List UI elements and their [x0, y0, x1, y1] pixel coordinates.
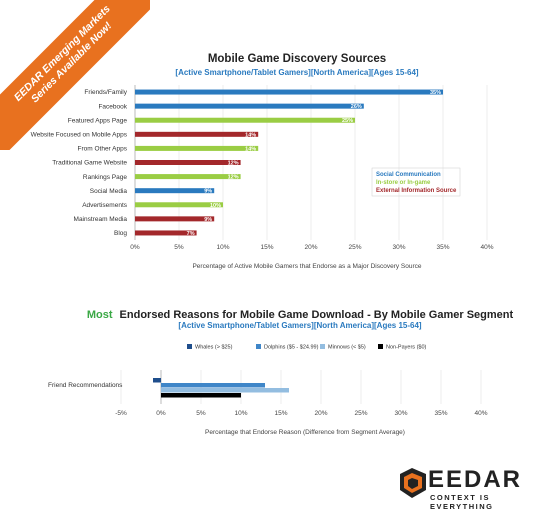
chart1-category-label: Mainstream Media [74, 216, 128, 223]
chart1-category-label: Social Media [90, 188, 128, 195]
chart1-category-label: Website Focused on Mobile Apps [31, 132, 128, 139]
chart2-title: Most Endorsed Reasons for Mobile Game Do… [87, 309, 514, 321]
chart2-bar [153, 378, 161, 383]
chart1-bar [135, 117, 355, 123]
chart1-data-label: 35% [430, 90, 441, 96]
chart1-category-label: Friends/Family [84, 89, 127, 96]
download-reasons-chart: Most Endorsed Reasons for Mobile Game Do… [48, 309, 514, 436]
chart1-category-label: From Other Apps [78, 146, 128, 153]
chart1-xtick: 5% [174, 244, 184, 251]
chart2-legend-swatch [320, 344, 325, 349]
chart1-bar [135, 216, 215, 222]
chart1-data-label: 10% [210, 203, 221, 209]
chart1-bar [135, 174, 241, 180]
chart2-xtick: 40% [474, 410, 487, 417]
chart2-legend-label: Minnows (< $5) [328, 345, 366, 351]
chart1-data-label: 9% [204, 217, 212, 223]
legend-instore: In-store or In-game [376, 180, 431, 186]
chart1-xtick: 35% [436, 244, 449, 251]
chart2-xtick: 35% [434, 410, 447, 417]
legend-social: Social Communication [376, 172, 441, 178]
chart2-xlabel: Percentage that Endorse Reason (Differen… [205, 429, 405, 436]
chart1-bar [135, 131, 259, 137]
chart2-legend: Whales (> $25) Dolphins ($5 - $24.99) Minn… [187, 344, 427, 351]
chart1-xtick: 15% [260, 244, 273, 251]
chart2-legend-swatch [256, 344, 261, 349]
chart1-bar [135, 145, 259, 151]
logo-wordmark: EEDAR [428, 466, 523, 493]
chart2-xtick: -5% [115, 410, 127, 417]
chart1-category-label: Rankings Page [83, 174, 127, 181]
chart1-bar [135, 188, 215, 194]
chart1-xtick: 10% [216, 244, 229, 251]
chart1-xtick: 40% [480, 244, 493, 251]
chart1-data-label: 9% [204, 189, 212, 195]
chart1-legend: Social Communication In-store or In-game… [371, 167, 461, 197]
chart1-subtitle: [Active Smartphone/Tablet Gamers][North … [175, 68, 419, 77]
chart1-data-label: 25% [342, 118, 353, 124]
chart2-category: Friend Recommendations [48, 382, 123, 389]
chart2-bar [161, 383, 265, 388]
discovery-sources-chart: Mobile Game Discovery Sources [Active Sm… [31, 53, 494, 270]
chart2-xtick: 0% [156, 410, 166, 417]
chart2-bar [161, 388, 289, 393]
chart1-category-label: Facebook [98, 103, 127, 110]
chart2-bar [161, 393, 241, 398]
chart2-xtick: 5% [196, 410, 206, 417]
chart1-xlabel: Percentage of Active Mobile Gamers that … [192, 263, 421, 270]
chart1-category-label: Blog [114, 230, 127, 237]
chart2-legend-swatch [378, 344, 383, 349]
chart1-data-label: 12% [228, 161, 239, 167]
logo-tagline: CONTEXT IS EVERYTHING [430, 493, 494, 511]
chart2-xtick: 15% [274, 410, 287, 417]
eedar-logo-mark-icon [400, 468, 426, 498]
chart1-xtick: 20% [304, 244, 317, 251]
chart1-bar [135, 160, 241, 165]
chart2-xtick: 10% [234, 410, 247, 417]
chart2-legend-label: Dolphins ($5 - $24.99) [264, 345, 319, 351]
chart1-bar [135, 89, 443, 95]
chart1-data-label: 14% [245, 146, 256, 152]
chart2-title-rest: Endorsed Reasons for Mobile Game Downloa… [120, 309, 514, 321]
chart1-category-label: Traditional Game Website [52, 160, 127, 167]
chart1-legend-box [371, 167, 461, 197]
chart2-subtitle: [Active Smartphone/Tablet Gamers][North … [178, 321, 422, 330]
chart1-category-label: Featured Apps Page [68, 117, 128, 124]
chart1-data-label: 26% [351, 104, 362, 110]
chart1-data-label: 7% [187, 231, 195, 237]
chart2-xtick: 30% [394, 410, 407, 417]
chart2-title-most: Most [87, 309, 113, 321]
chart1-bar [135, 103, 364, 109]
chart1-xtick: 25% [348, 244, 361, 251]
eedar-logo[interactable]: EEDAR CONTEXT IS EVERYTHING [398, 466, 538, 511]
chart2-legend-label: Whales (> $25) [195, 345, 233, 351]
legend-external: External Information Source [376, 188, 457, 194]
chart1-title: Mobile Game Discovery Sources [208, 53, 386, 65]
chart1-category-label: Advertisements [82, 202, 128, 209]
chart1-bar [135, 202, 223, 208]
chart2-xtick: 20% [314, 410, 327, 417]
chart1-bar [135, 230, 197, 236]
chart2-xtick: 25% [354, 410, 367, 417]
chart1-xtick: 30% [392, 244, 405, 251]
chart2-legend-swatch [187, 344, 192, 349]
chart2-legend-label: Non-Payers ($0) [386, 345, 427, 351]
chart1-data-label: 12% [228, 175, 239, 181]
chart1-xtick: 0% [130, 244, 140, 251]
chart1-data-label: 14% [245, 132, 256, 138]
